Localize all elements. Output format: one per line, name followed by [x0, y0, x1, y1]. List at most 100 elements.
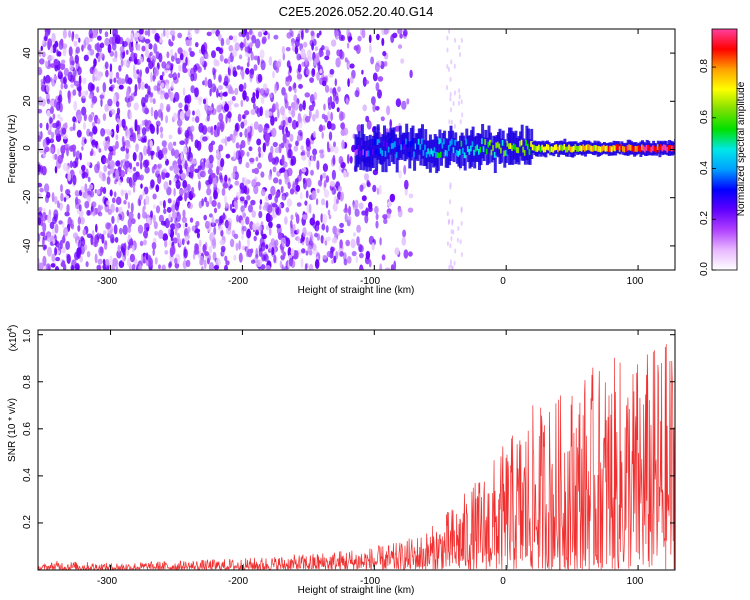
signal-core	[620, 144, 623, 150]
noise-blob	[160, 82, 165, 88]
noise-blob	[261, 254, 266, 261]
noise-blob	[456, 237, 459, 243]
noise-blob	[359, 184, 364, 192]
noise-blob	[170, 48, 174, 57]
noise-blob	[248, 204, 253, 213]
signal-core	[375, 148, 378, 155]
signal-core	[367, 150, 370, 157]
noise-blob	[402, 229, 407, 238]
noise-blob	[47, 246, 52, 257]
noise-blob	[45, 82, 51, 93]
noise-blob	[66, 254, 71, 264]
signal-core	[663, 144, 666, 151]
noise-blob	[168, 213, 172, 222]
signal-core	[615, 144, 619, 150]
signal-core	[373, 139, 376, 145]
noise-blob	[42, 222, 47, 233]
noise-blob	[371, 242, 375, 251]
noise-blob	[98, 211, 103, 217]
noise-blob	[210, 29, 217, 34]
signal-core	[457, 150, 460, 157]
noise-blob	[345, 97, 349, 103]
noise-blob	[118, 36, 124, 45]
noise-blob	[251, 96, 256, 104]
noise-blob	[156, 146, 160, 153]
noise-blob	[38, 135, 42, 142]
noise-blob	[305, 137, 311, 147]
signal-core	[495, 142, 498, 149]
noise-blob	[372, 72, 378, 82]
noise-blob	[120, 189, 125, 197]
signal-core	[492, 145, 495, 151]
noise-blob	[332, 202, 338, 212]
noise-blob	[205, 158, 210, 169]
noise-blob	[125, 153, 128, 162]
noise-blob	[282, 133, 287, 144]
signal-core	[549, 146, 552, 153]
spectrogram-x-tick-label: 100	[627, 276, 644, 287]
noise-blob	[57, 69, 62, 76]
noise-blob	[46, 98, 51, 105]
noise-blob	[122, 224, 128, 235]
noise-blob	[149, 51, 153, 57]
noise-blob	[109, 167, 115, 175]
noise-blob	[273, 254, 277, 264]
signal-core	[595, 145, 598, 151]
noise-blob	[59, 62, 66, 70]
noise-blob	[358, 266, 364, 270]
noise-blob	[350, 238, 356, 249]
noise-blob	[211, 50, 216, 59]
noise-blob	[55, 256, 61, 262]
noise-blob	[207, 78, 213, 89]
noise-blob	[267, 204, 273, 214]
noise-blob	[96, 145, 100, 150]
noise-blob	[306, 49, 312, 58]
noise-blob	[336, 198, 339, 205]
noise-blob	[257, 31, 263, 38]
noise-blob	[149, 96, 153, 103]
noise-blob	[240, 121, 245, 129]
noise-blob	[202, 98, 207, 105]
noise-blob	[348, 205, 352, 216]
noise-blob	[204, 196, 207, 203]
signal-core	[454, 139, 457, 146]
noise-blob	[182, 87, 186, 96]
noise-blob	[209, 195, 213, 205]
noise-blob	[321, 131, 324, 139]
noise-blob	[234, 202, 238, 211]
noise-blob	[179, 110, 185, 121]
noise-blob	[141, 45, 146, 52]
noise-blob	[206, 114, 210, 122]
noise-blob	[244, 110, 250, 116]
noise-blob	[316, 188, 320, 194]
noise-blob	[354, 90, 360, 98]
noise-blob	[84, 138, 87, 144]
noise-blob	[332, 154, 336, 166]
noise-blob	[251, 53, 255, 61]
noise-blob	[406, 98, 410, 105]
noise-blob	[330, 111, 333, 122]
noise-blob	[257, 73, 263, 83]
noise-blob	[249, 42, 252, 49]
noise-blob	[235, 142, 240, 149]
noise-blob	[85, 261, 89, 268]
noise-blob	[159, 37, 163, 44]
noise-blob	[139, 174, 144, 181]
noise-blob	[186, 94, 192, 104]
noise-blob	[84, 36, 90, 46]
noise-blob	[376, 187, 380, 195]
noise-blob	[92, 125, 98, 135]
noise-blob	[202, 244, 207, 254]
noise-blob	[217, 158, 221, 167]
noise-blob	[266, 128, 272, 133]
signal-core	[629, 144, 633, 151]
noise-blob	[71, 32, 74, 42]
noise-blob	[304, 263, 308, 270]
noise-blob	[52, 44, 57, 54]
noise-blob	[197, 66, 202, 73]
noise-blob	[401, 236, 407, 246]
noise-blob	[260, 171, 265, 178]
noise-blob	[140, 253, 144, 263]
noise-blob	[270, 238, 276, 246]
noise-blob	[224, 202, 229, 209]
